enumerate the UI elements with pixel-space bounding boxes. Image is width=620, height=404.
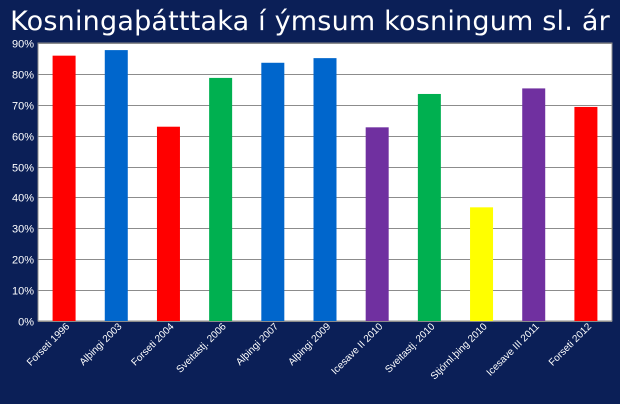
bar xyxy=(470,207,494,321)
bar xyxy=(313,58,337,321)
x-category-label: Alþingi 2009 xyxy=(286,321,333,368)
y-tick-label: 90% xyxy=(12,39,34,51)
y-tick-label: 20% xyxy=(12,255,34,267)
x-category-label: Alþingi 2007 xyxy=(234,321,281,368)
x-category-label: Sveitastj. 2006 xyxy=(175,321,229,375)
x-category-label: Icesave III 2011 xyxy=(485,321,542,378)
y-tick-label: 80% xyxy=(12,70,34,82)
bar xyxy=(417,93,441,321)
x-axis-labels: Forseti 1996 Alþingi 2003 Forseti 2004Svei… xyxy=(25,321,594,382)
x-category-label: Stjórnl.þing 2010 xyxy=(429,321,490,382)
bar xyxy=(574,106,598,321)
x-category-label: Alþingi 2003 xyxy=(78,321,125,368)
bar xyxy=(52,55,76,322)
bar xyxy=(522,88,546,321)
x-category-label: Forseti 2012 xyxy=(547,321,594,368)
bar xyxy=(104,50,128,322)
y-tick-label: 50% xyxy=(12,163,34,175)
x-category-label: Icesave II 2010 xyxy=(330,321,386,377)
y-tick-label: 60% xyxy=(12,132,34,144)
y-tick-label: 40% xyxy=(12,193,34,205)
y-tick-label: 30% xyxy=(12,224,34,236)
bar xyxy=(365,127,389,322)
bar xyxy=(156,126,180,321)
bar xyxy=(261,62,285,321)
bars xyxy=(52,50,598,322)
y-axis-ticks: 0% 10% 20% 30% 40% 50% 60% 70% 80% 90% xyxy=(12,39,34,329)
x-category-label: Forseti 2004 xyxy=(129,321,176,368)
y-tick-label: 10% xyxy=(12,286,34,298)
y-tick-label: 0% xyxy=(18,317,34,329)
bar xyxy=(209,77,233,321)
y-tick-label: 70% xyxy=(12,101,34,113)
chart-title: Kosningaþátttaka í ýmsum kosningum sl. á… xyxy=(10,6,610,37)
x-category-label: Sveitastj. 2010 xyxy=(383,321,437,375)
